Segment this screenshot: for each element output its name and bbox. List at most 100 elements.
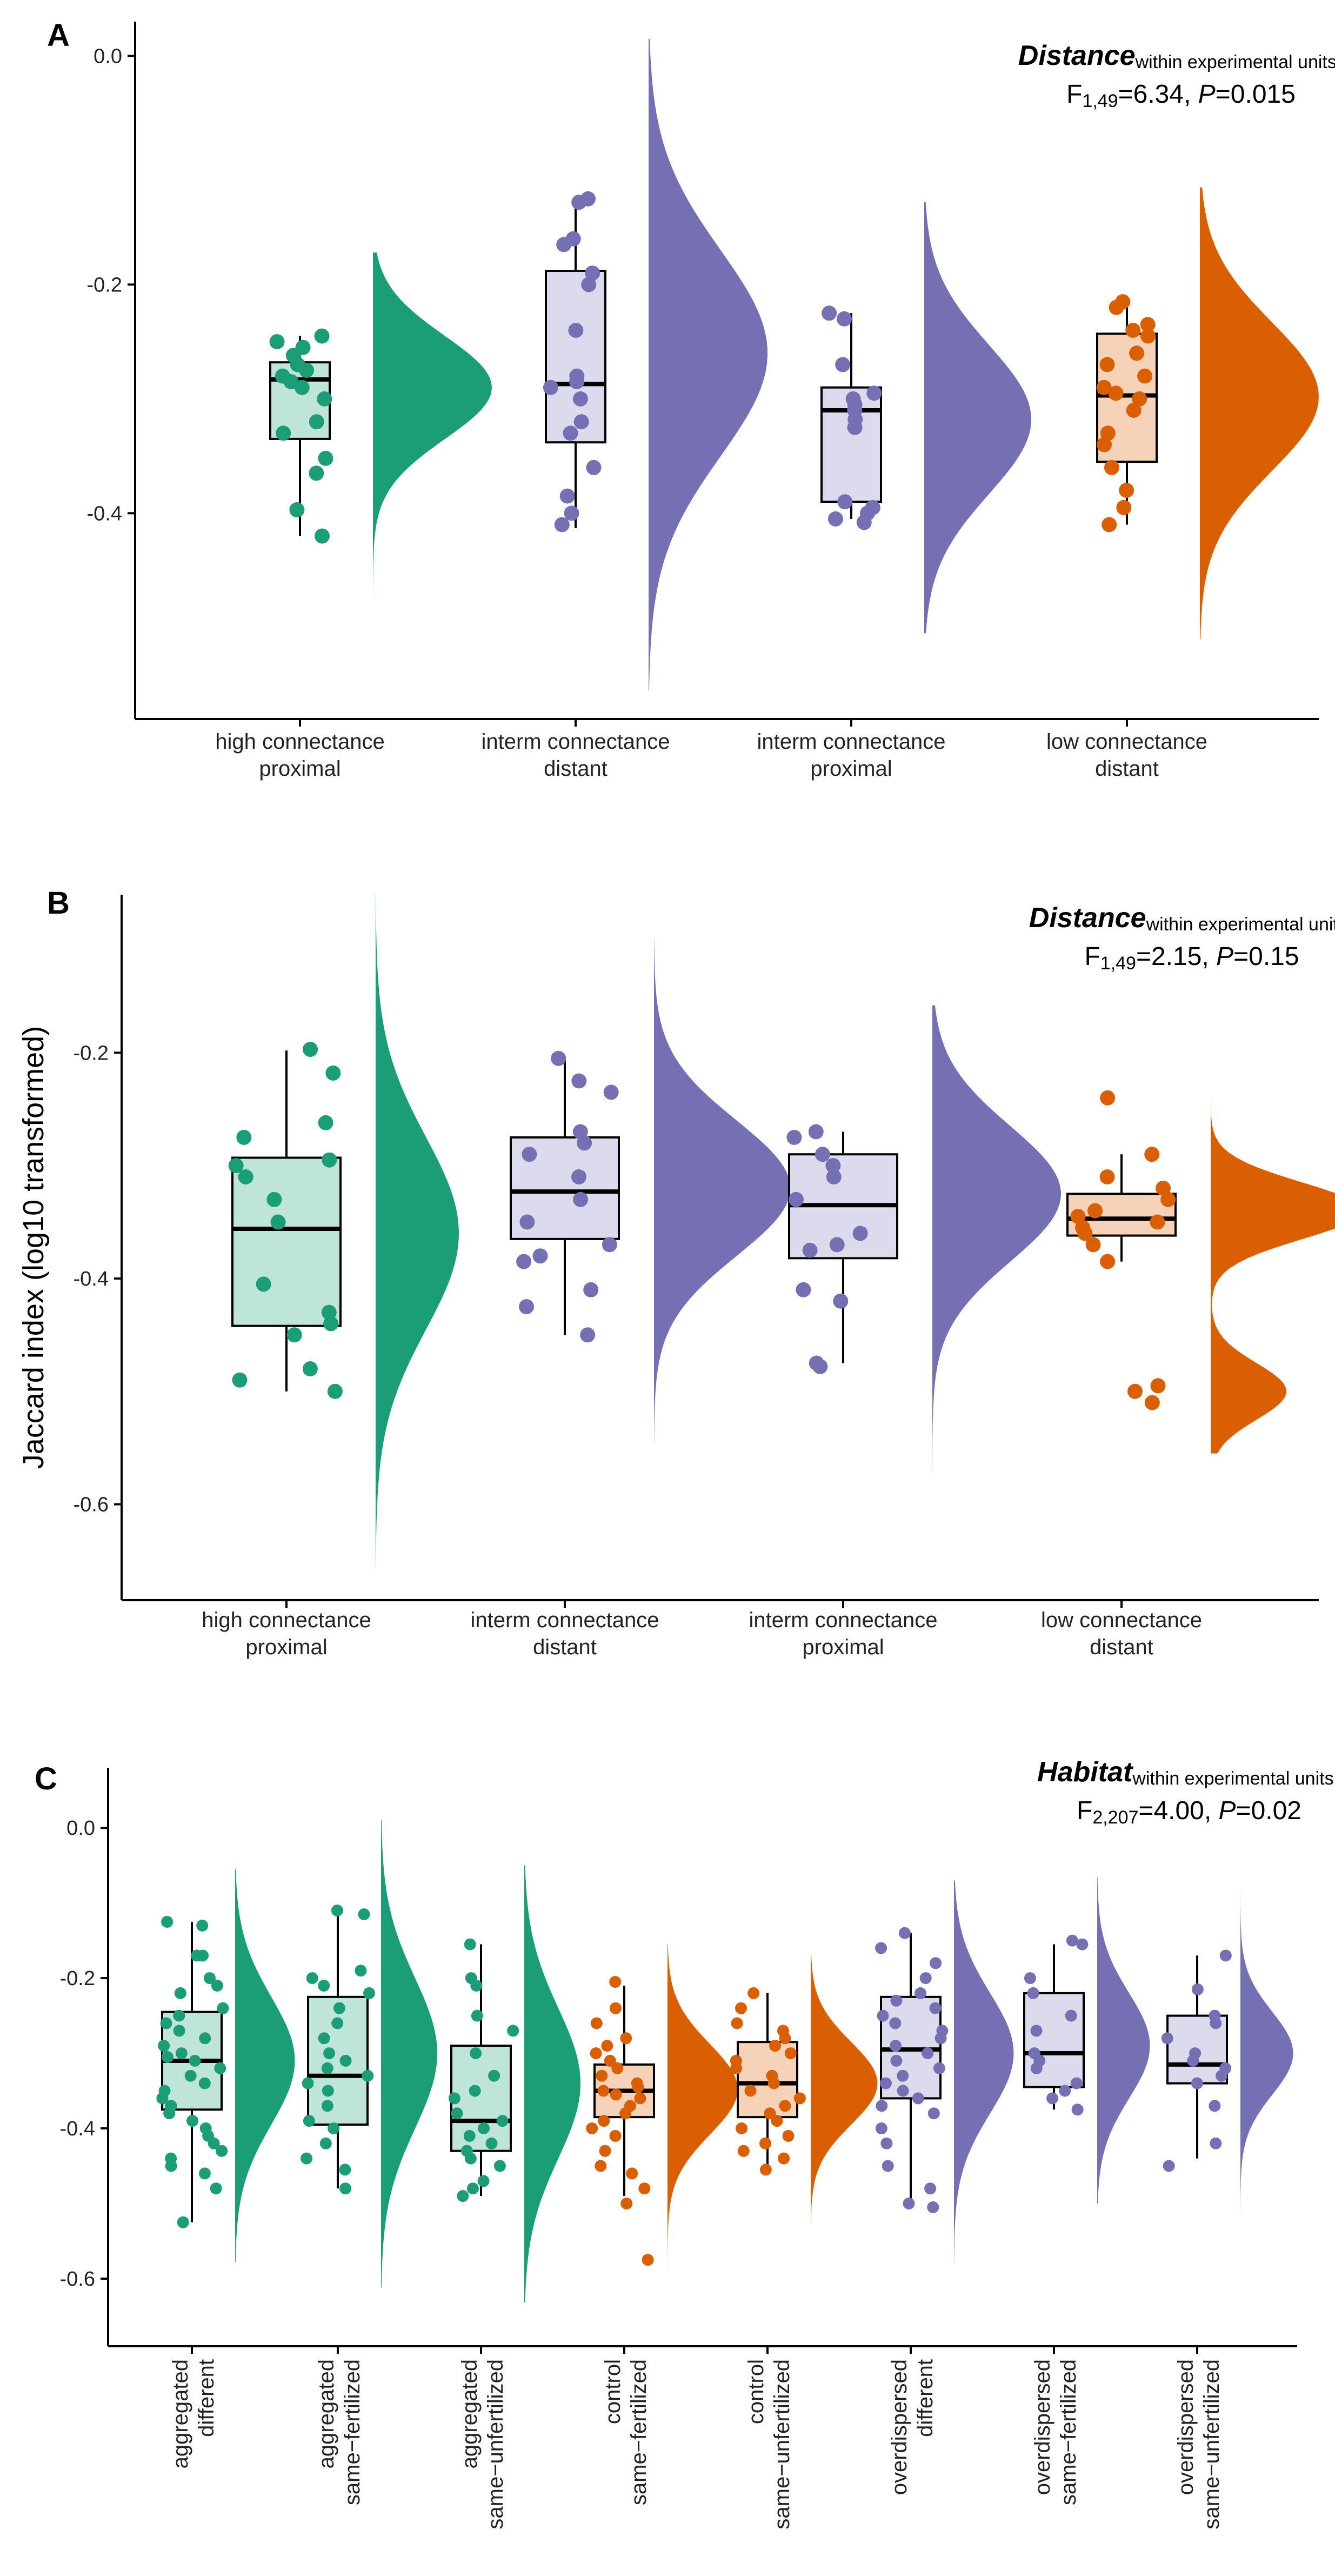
data-point <box>1076 1938 1089 1951</box>
density-cloud <box>524 1865 580 2303</box>
data-point <box>771 2115 783 2127</box>
stat-annotation-title: Habitatwithin experimental units: <box>1037 1756 1335 1789</box>
stat-annotation-title: Distancewithin experimental units: <box>1029 902 1335 935</box>
data-point <box>812 1359 828 1374</box>
data-point <box>339 2182 352 2195</box>
y-tick-label: -0.4 <box>60 2118 95 2140</box>
data-point <box>289 502 305 517</box>
data-point <box>532 1248 548 1264</box>
group-4: low connectance distant <box>1046 187 1319 781</box>
data-point <box>835 357 851 372</box>
data-point <box>496 2115 509 2127</box>
data-point <box>789 1192 804 1207</box>
data-point <box>302 1361 318 1376</box>
data-point <box>543 380 558 395</box>
data-point <box>767 2077 780 2089</box>
data-point <box>1150 1214 1165 1230</box>
data-point <box>1125 323 1141 338</box>
data-point <box>825 1158 841 1174</box>
data-point <box>319 2137 332 2149</box>
data-point <box>933 2062 945 2074</box>
data-point <box>173 2025 185 2037</box>
data-point <box>321 2062 333 2074</box>
data-point <box>1104 460 1119 475</box>
data-point <box>880 2137 893 2149</box>
data-point <box>879 2077 892 2089</box>
data-point <box>189 2054 201 2067</box>
data-point <box>507 2025 519 2037</box>
data-point <box>321 2100 333 2112</box>
data-point <box>1216 2069 1228 2082</box>
data-point <box>163 2107 176 2120</box>
data-point <box>554 517 570 532</box>
data-point <box>890 1994 903 2007</box>
group-3: aggregated same−unfertilized <box>448 1865 580 2530</box>
data-point <box>238 1169 253 1184</box>
y-tick-label: -0.6 <box>74 1494 109 1516</box>
data-point <box>642 2254 654 2266</box>
data-point <box>569 374 585 390</box>
x-tick-label-line2: same−unfertilized <box>770 2359 794 2530</box>
data-point <box>333 2002 345 2014</box>
data-point <box>303 1042 318 1057</box>
panel-letter: C <box>35 1761 57 1796</box>
data-point <box>590 2047 602 2060</box>
data-point <box>568 323 584 338</box>
data-point <box>580 1327 596 1343</box>
group-2: interm connectance distant <box>481 38 767 781</box>
data-point <box>924 2182 937 2195</box>
data-point <box>815 1147 830 1162</box>
data-point <box>1140 317 1156 332</box>
data-point <box>301 2152 313 2165</box>
y-tick-label: -0.4 <box>74 1268 109 1290</box>
data-point <box>598 2115 610 2127</box>
data-point <box>1059 2085 1071 2097</box>
box <box>231 1156 342 1327</box>
data-point <box>1070 1209 1086 1224</box>
data-point <box>493 2160 506 2172</box>
data-point <box>784 2047 797 2060</box>
data-point <box>796 1282 811 1297</box>
data-point <box>186 2115 198 2127</box>
data-point <box>889 2040 902 2052</box>
data-point <box>919 1972 932 1985</box>
data-point <box>196 1919 209 1932</box>
data-point <box>915 1987 926 1999</box>
data-point <box>286 1327 302 1343</box>
data-point <box>1097 437 1112 452</box>
data-point <box>808 1124 824 1140</box>
density-cloud <box>811 1955 878 2222</box>
y-tick-label: 0.0 <box>94 45 122 68</box>
x-tick-label-line1: control <box>601 2359 625 2424</box>
data-point <box>228 1158 244 1174</box>
data-point <box>355 1965 367 1977</box>
data-point <box>782 2129 795 2142</box>
data-point <box>256 1276 271 1292</box>
y-tick-label: -0.2 <box>74 1042 109 1064</box>
data-point <box>211 1980 223 1992</box>
data-point <box>485 2137 498 2149</box>
group-4: control same−fertilized <box>586 1944 738 2505</box>
data-point <box>1030 2062 1043 2074</box>
data-point <box>1100 1090 1116 1106</box>
data-point <box>1070 2077 1083 2089</box>
y-tick-label: -0.4 <box>87 502 122 525</box>
data-point <box>1066 1934 1078 1947</box>
data-point <box>596 2069 608 2082</box>
x-tick-label-line1: control <box>744 2359 768 2424</box>
data-point <box>1187 2054 1199 2067</box>
data-point <box>837 494 853 510</box>
data-point <box>174 1987 186 1999</box>
data-point <box>216 2145 228 2157</box>
data-point <box>876 2100 888 2112</box>
data-point <box>1209 2100 1221 2112</box>
density-cloud <box>954 1880 1014 2264</box>
data-point <box>1071 2104 1084 2116</box>
data-point <box>897 2085 909 2097</box>
data-point <box>470 1980 483 1992</box>
data-point <box>599 2145 611 2157</box>
data-point <box>161 2051 173 2063</box>
data-point <box>610 2088 622 2101</box>
data-point <box>1126 403 1142 418</box>
data-point <box>309 414 324 430</box>
